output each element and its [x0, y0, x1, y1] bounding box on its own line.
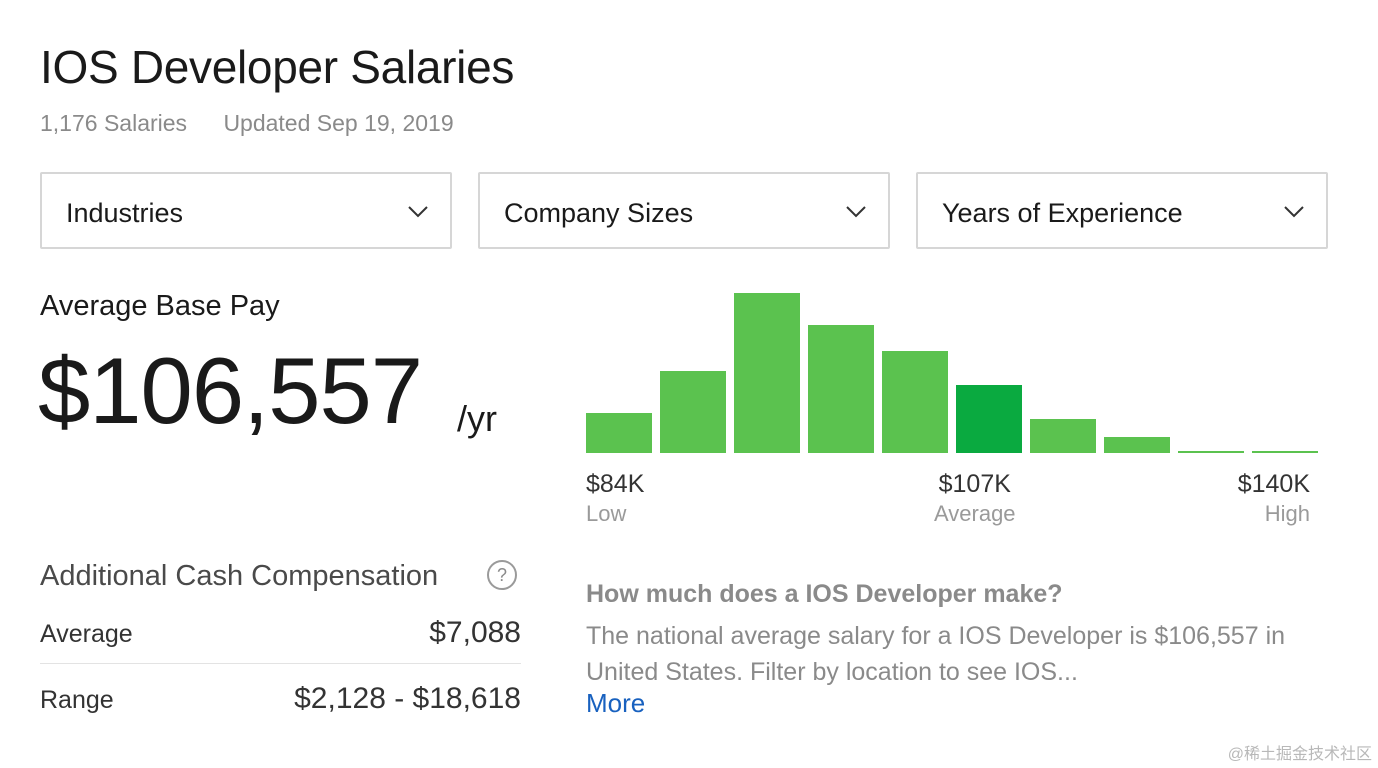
cash-range-label: Range: [40, 686, 114, 714]
faq-answer: The national average salary for a IOS De…: [586, 622, 1286, 686]
cash-average-value: $7,088: [429, 616, 521, 649]
range-average-amount: $107K: [938, 470, 1011, 498]
company-sizes-dropdown-label: Company Sizes: [504, 198, 694, 228]
updated-date: Updated Sep 19, 2019: [223, 110, 454, 136]
histogram-bar: [660, 371, 726, 453]
average-base-pay-label: Average Base Pay: [40, 290, 280, 322]
page-title: IOS Developer Salaries: [40, 41, 515, 93]
watermark: @稀土掘金技术社区: [1227, 746, 1372, 763]
cash-range-row: Range $2,128 - $18,618: [40, 682, 521, 726]
histogram-bar: [1178, 451, 1244, 453]
range-high-amount: $140K: [1237, 470, 1310, 498]
average-base-pay-value: $106,557: [38, 338, 423, 443]
industries-dropdown[interactable]: Industries: [40, 172, 452, 249]
range-high: $140K High: [1238, 470, 1310, 527]
range-high-caption: High: [1264, 501, 1310, 526]
chevron-down-icon: [846, 206, 866, 218]
divider: [40, 663, 521, 664]
histogram-bar: [808, 325, 874, 453]
cash-range-value: $2,128 - $18,618: [294, 682, 521, 715]
page-meta: 1,176 Salaries Updated Sep 19, 2019: [40, 110, 454, 137]
chevron-down-icon: [408, 206, 428, 218]
industries-dropdown-label: Industries: [66, 198, 184, 228]
histogram-bar: [1252, 451, 1318, 453]
histogram-bar: [586, 413, 652, 453]
years-of-experience-dropdown[interactable]: Years of Experience: [916, 172, 1328, 249]
help-icon[interactable]: ?: [487, 560, 517, 590]
years-of-experience-dropdown-label: Years of Experience: [942, 198, 1183, 228]
histogram-bar: [1104, 437, 1170, 453]
additional-cash-title: Additional Cash Compensation: [40, 560, 439, 592]
salary-histogram: [586, 293, 1318, 453]
histogram-bar: [734, 293, 800, 453]
cash-average-label: Average: [40, 620, 133, 648]
histogram-bar: [956, 385, 1022, 453]
pay-period-unit: /yr: [457, 398, 497, 439]
range-low-amount: $84K: [586, 470, 645, 498]
range-average: $107K Average: [934, 470, 1016, 527]
company-sizes-dropdown[interactable]: Company Sizes: [478, 172, 890, 249]
range-low-caption: Low: [586, 501, 627, 526]
chevron-down-icon: [1284, 206, 1304, 218]
cash-average-row: Average $7,088: [40, 616, 521, 660]
salary-count: 1,176 Salaries: [40, 110, 188, 136]
faq-question: How much does a IOS Developer make?: [586, 580, 1063, 608]
histogram-bar: [882, 351, 948, 453]
histogram-bar: [1030, 419, 1096, 453]
more-link[interactable]: More: [586, 688, 646, 718]
range-average-caption: Average: [934, 501, 1016, 526]
range-low: $84K Low: [586, 470, 644, 527]
